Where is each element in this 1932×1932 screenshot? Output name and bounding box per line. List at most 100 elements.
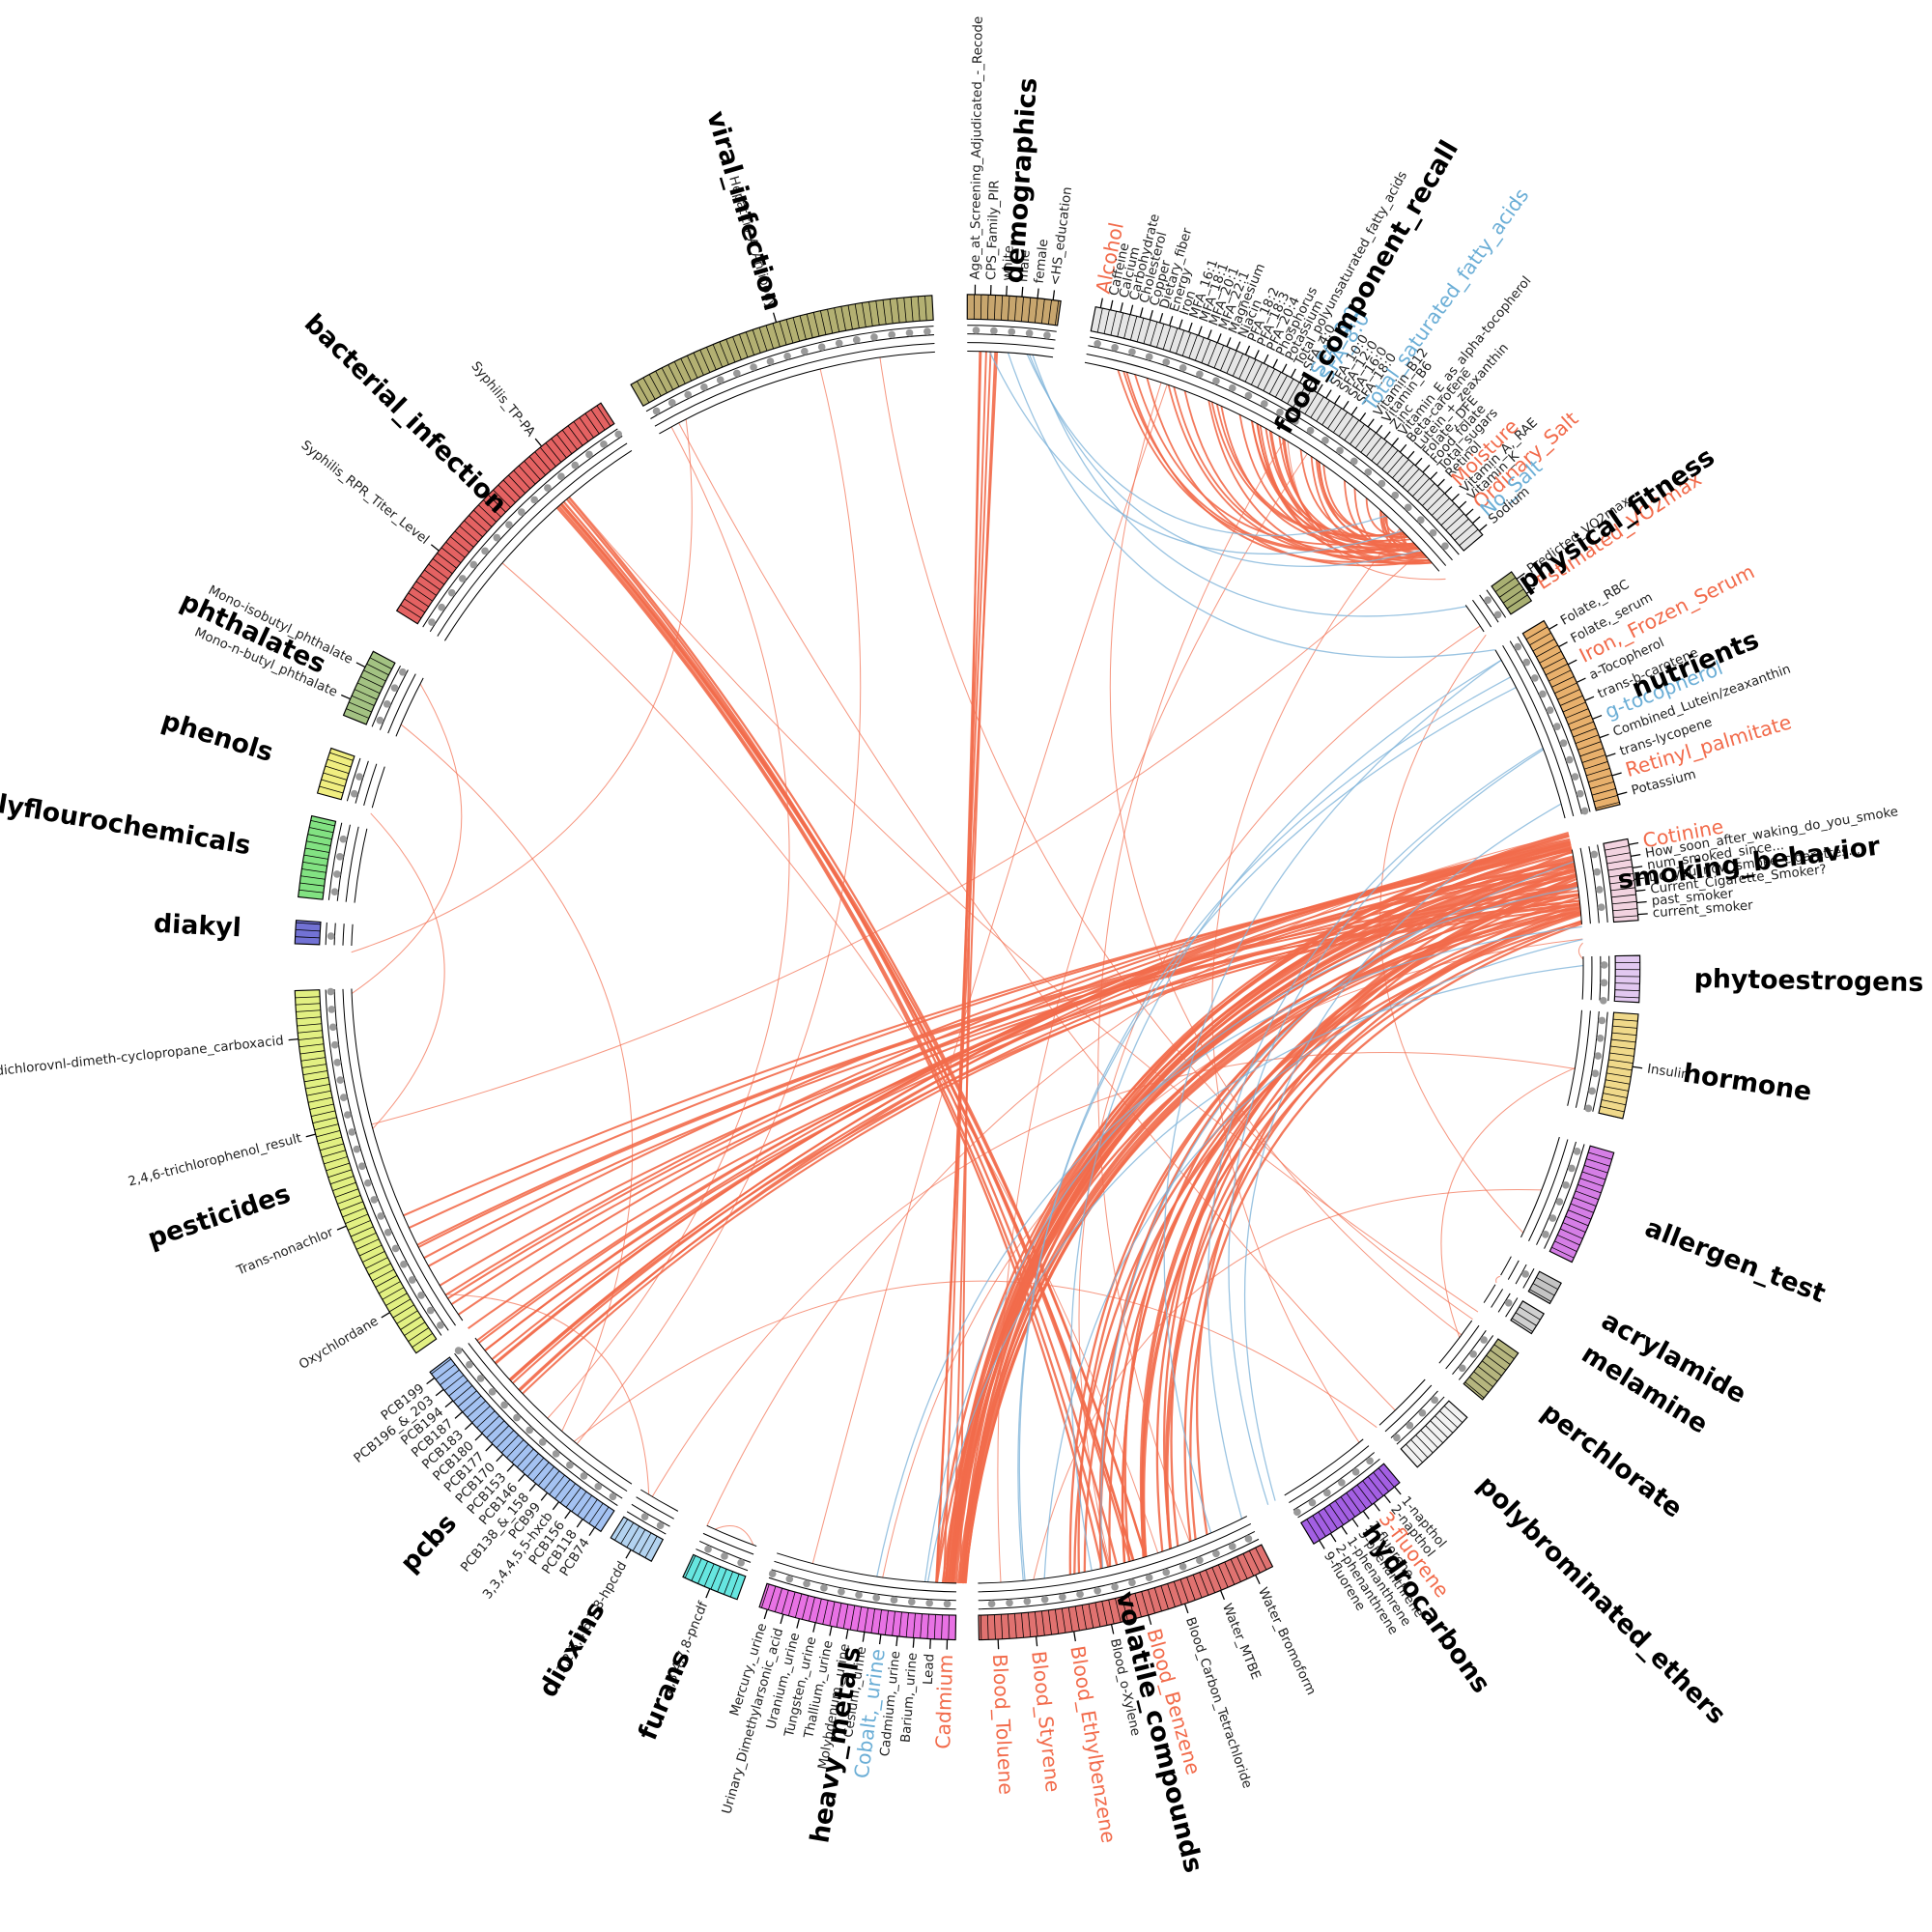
label-tick bbox=[1611, 772, 1622, 777]
band-hatch bbox=[1201, 339, 1211, 363]
link bbox=[988, 351, 1403, 555]
band-hatch bbox=[1153, 1587, 1162, 1612]
band-hatch bbox=[1041, 298, 1045, 324]
band-hatch bbox=[693, 352, 704, 376]
label-tick bbox=[1341, 1525, 1349, 1535]
marker-dot bbox=[1416, 516, 1425, 525]
band-hatch bbox=[1167, 1583, 1176, 1607]
band-hatch bbox=[1420, 1430, 1438, 1449]
band-hatch bbox=[1008, 1613, 1010, 1639]
link bbox=[1243, 803, 1562, 1501]
variable-label: white bbox=[1001, 245, 1017, 281]
band-hatch bbox=[483, 499, 501, 518]
group-name: viral_infection bbox=[700, 107, 787, 314]
track-arc bbox=[967, 325, 1057, 332]
marker-dot bbox=[1308, 1498, 1317, 1507]
band-hatch bbox=[318, 1136, 342, 1145]
group-name: bacterial_infection bbox=[298, 308, 513, 520]
band-hatch bbox=[1603, 1093, 1628, 1098]
band-hatch bbox=[1248, 1550, 1261, 1574]
marker-dot bbox=[1145, 1574, 1153, 1582]
marker-dot bbox=[600, 440, 608, 448]
track-arc bbox=[1502, 644, 1575, 816]
link bbox=[557, 505, 1110, 1568]
track-arc bbox=[1086, 353, 1447, 566]
band-hatch bbox=[1021, 1612, 1024, 1638]
band-hatch bbox=[440, 547, 462, 564]
band-hatch bbox=[306, 1090, 331, 1096]
link bbox=[508, 842, 1572, 1380]
band-hatch bbox=[864, 1607, 869, 1633]
label-tick bbox=[1444, 486, 1453, 495]
group-band bbox=[294, 989, 438, 1354]
variable-label: Oxychlordane bbox=[297, 1315, 381, 1373]
band-hatch bbox=[513, 469, 531, 490]
group-name: hormone bbox=[1681, 1059, 1813, 1107]
band-hatch bbox=[1148, 1589, 1155, 1614]
marker-dot bbox=[500, 1401, 508, 1409]
band-hatch bbox=[732, 336, 742, 360]
label-tick bbox=[1272, 358, 1279, 369]
label-tick bbox=[1465, 508, 1474, 517]
band-hatch bbox=[1061, 1607, 1066, 1634]
band-hatch bbox=[369, 657, 392, 669]
track-arc bbox=[967, 333, 1056, 341]
variable-label: female bbox=[1033, 239, 1052, 284]
label-tick bbox=[1637, 913, 1648, 916]
band-hatch bbox=[1519, 1306, 1541, 1321]
track-arc bbox=[1599, 955, 1602, 1001]
band-hatch bbox=[1607, 866, 1633, 871]
track-arc bbox=[1571, 849, 1582, 924]
band-hatch bbox=[896, 298, 900, 324]
band-hatch bbox=[854, 303, 860, 328]
label-tick bbox=[1183, 1604, 1189, 1614]
link bbox=[1167, 384, 1423, 558]
marker-dot bbox=[1591, 1069, 1600, 1078]
group-band bbox=[1527, 1270, 1562, 1305]
band-hatch bbox=[419, 575, 440, 591]
track-arc bbox=[1509, 640, 1582, 814]
track-arc bbox=[1607, 955, 1610, 1002]
label-tick bbox=[1634, 877, 1644, 881]
band-hatch bbox=[400, 604, 422, 619]
band-hatch bbox=[310, 819, 335, 827]
label-tick bbox=[1037, 288, 1039, 298]
track-arc bbox=[768, 1577, 956, 1610]
link bbox=[400, 724, 634, 1432]
band-hatch bbox=[1263, 368, 1275, 391]
link bbox=[478, 865, 1576, 1344]
band-hatch bbox=[339, 1201, 363, 1211]
label-tick bbox=[1592, 714, 1603, 720]
label-tick bbox=[1329, 1533, 1337, 1543]
marker-dot bbox=[1228, 384, 1236, 392]
band-hatch bbox=[372, 1268, 394, 1282]
marker-dot bbox=[544, 484, 552, 492]
track-arc bbox=[631, 1503, 670, 1527]
band-hatch bbox=[1255, 1548, 1267, 1571]
track-arc bbox=[333, 989, 449, 1331]
group-name: phenols bbox=[158, 706, 277, 768]
link bbox=[1078, 625, 1481, 1567]
link bbox=[417, 890, 1579, 1249]
link bbox=[1440, 1066, 1576, 1338]
label-tick bbox=[1359, 412, 1367, 422]
label-tick bbox=[1576, 677, 1586, 683]
link bbox=[501, 562, 1159, 1553]
band-hatch bbox=[1612, 908, 1638, 912]
band-hatch bbox=[311, 1110, 336, 1117]
marker-dot bbox=[1429, 528, 1437, 537]
track-arc bbox=[1588, 846, 1600, 923]
marker-dot bbox=[399, 668, 407, 676]
band-hatch bbox=[320, 1143, 344, 1151]
marker-dot bbox=[1228, 1543, 1236, 1550]
marker-dot bbox=[594, 1482, 603, 1491]
label-tick bbox=[1139, 307, 1144, 318]
track-arc bbox=[342, 988, 456, 1326]
variable-label: Trans-nonachlor bbox=[234, 1225, 336, 1278]
band-hatch bbox=[941, 1614, 943, 1640]
link bbox=[1215, 404, 1405, 537]
group-name: polyflourochemicals bbox=[0, 783, 253, 861]
band-hatch bbox=[582, 1498, 598, 1520]
label-tick bbox=[1605, 753, 1616, 757]
